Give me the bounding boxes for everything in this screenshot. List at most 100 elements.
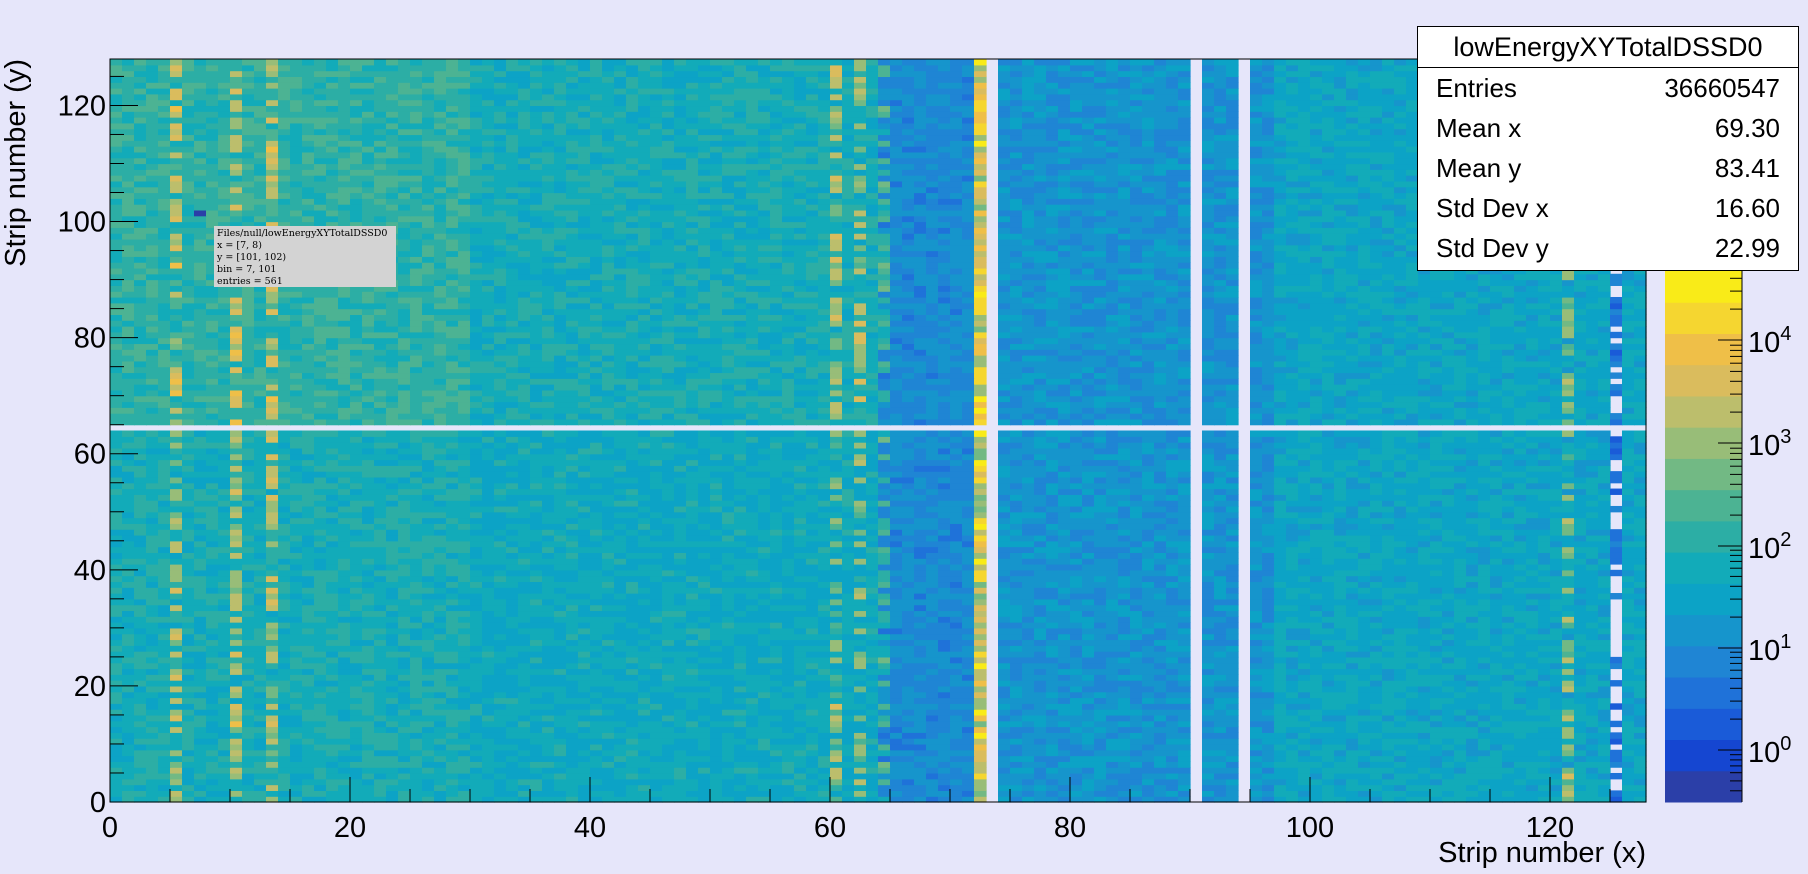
heatmap-cell[interactable] (698, 720, 711, 728)
heatmap-cell[interactable] (230, 656, 243, 664)
heatmap-cell[interactable] (410, 743, 423, 751)
heatmap-cell[interactable] (1538, 587, 1551, 594)
heatmap-cell[interactable] (614, 627, 627, 635)
heatmap-cell[interactable] (1334, 697, 1347, 704)
heatmap-cell[interactable] (554, 668, 567, 675)
heatmap-cell[interactable] (590, 575, 603, 583)
heatmap-cell[interactable] (494, 703, 507, 710)
heatmap-cell[interactable] (422, 778, 435, 786)
heatmap-cell[interactable] (290, 633, 303, 641)
heatmap-cell[interactable] (1322, 604, 1335, 612)
heatmap-cell[interactable] (1250, 569, 1263, 577)
heatmap-cell[interactable] (1130, 703, 1143, 710)
heatmap-cell[interactable] (470, 772, 483, 780)
heatmap-cell[interactable] (1070, 593, 1083, 600)
heatmap-cell[interactable] (1286, 726, 1299, 733)
heatmap-cell[interactable] (890, 755, 903, 762)
heatmap-cell[interactable] (302, 662, 315, 670)
heatmap-cell[interactable] (1358, 610, 1371, 617)
heatmap-cell[interactable] (494, 633, 507, 641)
heatmap-cell[interactable] (638, 633, 651, 641)
heatmap-cell[interactable] (1382, 622, 1395, 629)
heatmap-cell[interactable] (146, 778, 159, 786)
heatmap-cell[interactable] (770, 778, 783, 786)
heatmap-cell[interactable] (194, 743, 207, 751)
heatmap-cell[interactable] (434, 755, 447, 762)
heatmap-cell[interactable] (638, 593, 651, 600)
heatmap-cell[interactable] (542, 738, 555, 745)
heatmap-cell[interactable] (938, 714, 951, 722)
heatmap-cell[interactable] (302, 674, 315, 681)
heatmap-cell[interactable] (1250, 761, 1263, 768)
heatmap-cell[interactable] (1154, 604, 1167, 612)
heatmap-cell[interactable] (434, 720, 447, 728)
heatmap-cell[interactable] (170, 656, 183, 664)
heatmap-cell[interactable] (1562, 587, 1575, 594)
heatmap-cell[interactable] (854, 668, 867, 675)
heatmap-cell[interactable] (230, 674, 243, 681)
heatmap-cell[interactable] (446, 662, 459, 670)
heatmap-cell[interactable] (1142, 767, 1155, 774)
heatmap-cell[interactable] (1358, 709, 1371, 716)
heatmap-cell[interactable] (638, 720, 651, 728)
heatmap-cell[interactable] (566, 622, 579, 629)
heatmap-cell[interactable] (950, 761, 963, 768)
heatmap-cell[interactable] (998, 784, 1011, 791)
heatmap-cell[interactable] (1322, 598, 1335, 606)
heatmap-cell[interactable] (806, 668, 819, 675)
heatmap-cell[interactable] (890, 709, 903, 716)
heatmap-cell[interactable] (1334, 749, 1347, 757)
heatmap-cell[interactable] (1370, 714, 1383, 722)
heatmap-cell[interactable] (1550, 680, 1563, 687)
heatmap-cell[interactable] (890, 662, 903, 670)
heatmap-cell[interactable] (158, 703, 171, 710)
heatmap-cell[interactable] (770, 685, 783, 693)
heatmap-cell[interactable] (362, 755, 375, 762)
heatmap-cell[interactable] (518, 767, 531, 774)
heatmap-cell[interactable] (1466, 761, 1479, 768)
heatmap-cell[interactable] (770, 575, 783, 583)
heatmap-cell[interactable] (470, 767, 483, 774)
heatmap-cell[interactable] (374, 691, 387, 699)
heatmap-cell[interactable] (434, 668, 447, 675)
heatmap-cell[interactable] (146, 575, 159, 583)
heatmap-cell[interactable] (1430, 743, 1443, 751)
heatmap-cell[interactable] (1094, 749, 1107, 757)
heatmap-cell[interactable] (374, 697, 387, 704)
heatmap-cell[interactable] (1598, 749, 1611, 757)
heatmap-cell[interactable] (770, 668, 783, 675)
heatmap-cell[interactable] (506, 645, 519, 652)
heatmap-cell[interactable] (242, 662, 255, 670)
heatmap-cell[interactable] (1022, 778, 1035, 786)
heatmap-cell[interactable] (1226, 720, 1239, 728)
heatmap-cell[interactable] (470, 569, 483, 577)
heatmap-cell[interactable] (554, 569, 567, 577)
heatmap-cell[interactable] (458, 772, 471, 780)
heatmap-cell[interactable] (1442, 587, 1455, 594)
heatmap-cell[interactable] (602, 633, 615, 641)
heatmap-cell[interactable] (638, 680, 651, 687)
heatmap-cell[interactable] (374, 784, 387, 791)
heatmap-cell[interactable] (146, 714, 159, 722)
heatmap-cell[interactable] (674, 738, 687, 745)
heatmap-cell[interactable] (1586, 616, 1599, 623)
heatmap-cell[interactable] (722, 697, 735, 704)
heatmap-cell[interactable] (1490, 749, 1503, 757)
heatmap-cell[interactable] (1502, 697, 1515, 704)
heatmap-cell[interactable] (650, 668, 663, 675)
heatmap-cell[interactable] (1454, 662, 1467, 670)
heatmap-cell[interactable] (530, 598, 543, 606)
heatmap-cell[interactable] (1178, 790, 1191, 797)
heatmap-cell[interactable] (1094, 581, 1107, 588)
heatmap-cell[interactable] (1550, 790, 1563, 797)
heatmap-cell[interactable] (1250, 796, 1263, 803)
heatmap-cell[interactable] (602, 738, 615, 745)
heatmap-cell[interactable] (1274, 656, 1287, 664)
heatmap-cell[interactable] (1382, 575, 1395, 583)
heatmap-cell[interactable] (134, 685, 147, 693)
heatmap-cell[interactable] (950, 714, 963, 722)
heatmap-cell[interactable] (830, 639, 843, 646)
heatmap-cell[interactable] (350, 604, 363, 612)
heatmap-cell[interactable] (1358, 639, 1371, 646)
heatmap-cell[interactable] (230, 784, 243, 791)
